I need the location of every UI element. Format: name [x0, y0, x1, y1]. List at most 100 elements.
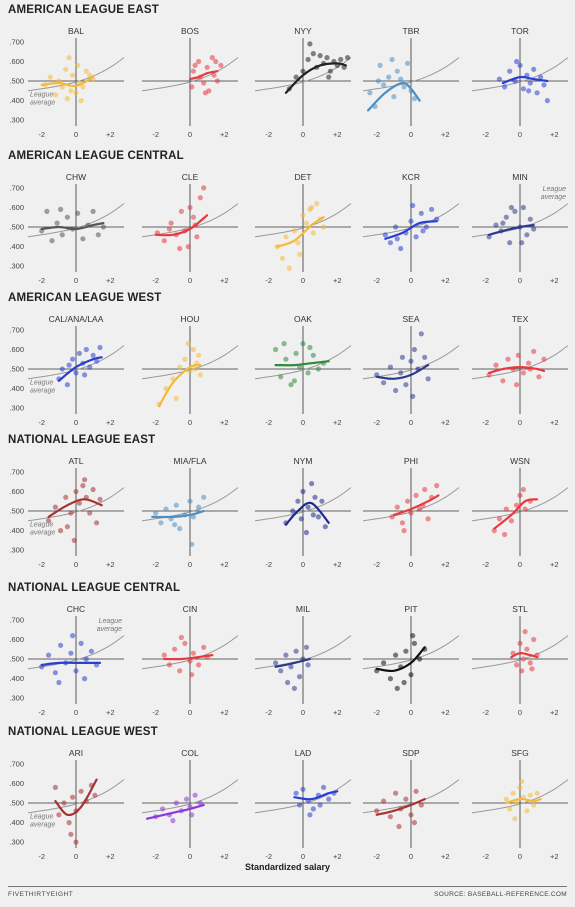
data-point [389, 56, 395, 63]
x-tick-label: 0 [74, 708, 78, 717]
data-point [408, 510, 414, 516]
data-point [305, 370, 311, 376]
data-point [185, 341, 191, 347]
data-point [394, 685, 400, 691]
data-point [496, 76, 502, 82]
team-label: BAL [67, 26, 85, 36]
data-point [541, 356, 547, 362]
division-title: AMERICAN LEAGUE CENTRAL [8, 150, 184, 162]
x-tick-label: +2 [550, 130, 559, 139]
data-point [291, 378, 297, 384]
league-average-curve [141, 487, 239, 522]
data-point [527, 660, 533, 666]
x-tick-label: +2 [441, 560, 450, 569]
y-tick-label: .500 [9, 365, 24, 374]
x-tick-label: 0 [188, 130, 192, 139]
data-point [527, 216, 533, 222]
x-tick-label: -2 [38, 560, 45, 569]
data-point [68, 650, 74, 656]
data-point [68, 510, 74, 516]
data-point [505, 356, 511, 362]
x-tick-label: 0 [409, 560, 413, 569]
data-point [394, 236, 400, 242]
data-point [197, 800, 203, 806]
footer-source: SOURCE: BASEBALL-REFERENCE.COM [434, 891, 567, 898]
x-tick-label: -2 [38, 418, 45, 427]
trend-line [276, 216, 325, 248]
data-point [73, 839, 79, 845]
team-scatter-plot: -2 0 +2 [362, 760, 460, 861]
team-label: TOR [511, 26, 529, 36]
data-point [290, 508, 296, 514]
data-point [541, 82, 547, 88]
data-point [87, 72, 93, 78]
data-point [422, 354, 428, 360]
data-point [411, 346, 417, 353]
x-tick-label: -2 [38, 708, 45, 717]
data-point [52, 504, 58, 510]
trend-line [40, 76, 95, 88]
data-point [158, 520, 164, 526]
team-label: NYY [294, 26, 312, 36]
team-panel-sea: SEA -2 0 +2 [361, 314, 461, 432]
x-tick-label: -2 [265, 708, 272, 717]
data-point [73, 90, 79, 96]
data-point [173, 800, 179, 806]
data-point [517, 492, 523, 498]
data-point [381, 380, 387, 386]
data-point [52, 92, 58, 98]
data-point [399, 354, 405, 360]
team-scatter-plot: -2 0 +2 [471, 38, 569, 139]
data-point [315, 514, 321, 520]
data-point [177, 364, 183, 370]
y-tick-label: .300 [9, 694, 24, 703]
team-label: TEX [511, 314, 529, 324]
trend-line [293, 790, 339, 801]
y-tick-label: .300 [9, 838, 24, 847]
data-point [519, 778, 525, 785]
league-average-curve [254, 779, 352, 814]
trend-line [151, 509, 205, 519]
y-tick-label: .700 [9, 467, 24, 476]
team-scatter-plot: -2 0 +2 [471, 326, 569, 427]
data-point [63, 494, 69, 500]
x-axis-title: Standardized salary [244, 862, 331, 872]
data-point [408, 812, 414, 818]
data-point [394, 504, 400, 510]
data-point [182, 356, 188, 362]
data-point [410, 202, 416, 209]
team-panel-col: COL -2 0 +2 [140, 748, 240, 866]
x-tick-label: -2 [265, 852, 272, 861]
x-tick-label: 0 [301, 418, 305, 427]
team-scatter-plot: -2 0 +2 [254, 616, 352, 717]
trend-line [188, 70, 219, 81]
data-point [405, 60, 411, 66]
data-point [90, 208, 96, 214]
y-tick-label: .300 [9, 116, 24, 125]
team-label: KCR [402, 172, 420, 182]
data-point [544, 98, 550, 104]
team-panel-tbr: TBR -2 0 +2 [361, 26, 461, 144]
data-point [310, 512, 316, 518]
data-point [64, 214, 70, 220]
data-point [413, 234, 419, 240]
data-point [90, 352, 96, 358]
data-point [300, 488, 306, 495]
team-label: CIN [182, 604, 198, 614]
x-tick-label: 0 [188, 708, 192, 717]
x-tick-label: -2 [265, 276, 272, 285]
data-point [52, 784, 58, 790]
data-point [59, 84, 65, 90]
team-scatter-plot: -2 0 +2 [254, 468, 352, 569]
data-point [377, 62, 383, 68]
team-scatter-plot: -2 0 +2 [254, 760, 352, 861]
team-scatter-plot: -2 0 +2 [254, 326, 352, 427]
data-point [189, 84, 195, 90]
x-tick-label: 0 [188, 852, 192, 861]
data-point [317, 53, 323, 59]
league-average-annotation: average [97, 626, 122, 633]
data-point [190, 650, 196, 656]
trend-line [505, 797, 542, 805]
x-tick-label: +2 [333, 130, 342, 139]
data-point [512, 816, 518, 822]
